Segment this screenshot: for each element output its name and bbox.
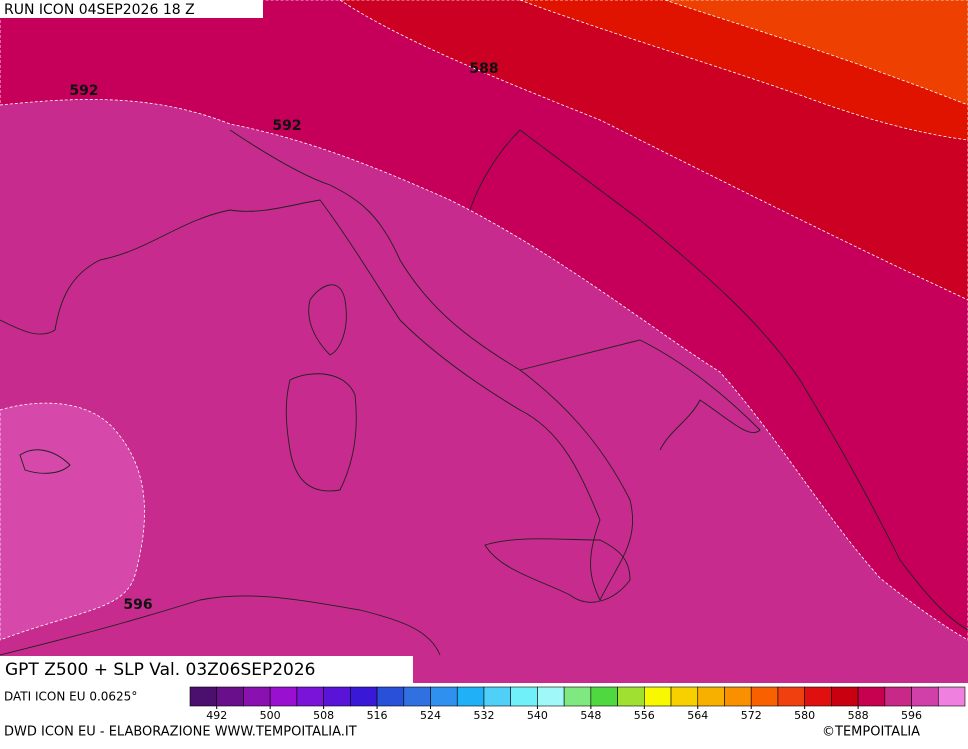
colorbar-tick-label: 548 xyxy=(580,709,601,722)
colorbar-swatch xyxy=(483,686,511,707)
colorbar-swatch xyxy=(510,686,538,707)
colorbar-swatch xyxy=(563,686,592,707)
colorbar-tick-label: 564 xyxy=(687,709,708,722)
colorbar-swatch xyxy=(670,686,699,707)
colorbar-swatch xyxy=(750,686,779,707)
colorbar-tick-label: 596 xyxy=(901,709,922,722)
colorbar-tick-label: 500 xyxy=(260,709,281,722)
colorbar-tick-label: 524 xyxy=(420,709,441,722)
credit: DWD ICON EU - ELABORAZIONE WWW.TEMPOITAL… xyxy=(4,725,357,740)
colorbar-swatch xyxy=(857,686,886,707)
contour-label: 592 xyxy=(272,118,301,134)
colorbar-swatch xyxy=(804,686,832,707)
colorbar-swatch xyxy=(911,686,939,707)
colorbar: 492 500 508 516 524 532 540 548 556 564 572 580 588 5… xyxy=(189,686,966,722)
colorbar-swatch xyxy=(430,686,458,707)
colorbar-swatch xyxy=(537,686,565,707)
colorbar-swatch xyxy=(296,686,324,707)
colorbar-swatch xyxy=(937,686,966,707)
data-source: DATI ICON EU 0.0625° xyxy=(4,690,137,704)
colorbar-swatch xyxy=(617,686,645,707)
header-box xyxy=(0,0,263,18)
run-label: RUN ICON 04SEP2026 18 Z xyxy=(4,2,195,18)
contour-label: 592 xyxy=(69,83,98,99)
colorbar-swatch xyxy=(243,686,271,707)
copyright: ©TEMPOITALIA xyxy=(822,725,920,740)
map-title: GPT Z500 + SLP Val. 03Z06SEP2026 xyxy=(5,660,316,680)
colorbar-tick-label: 572 xyxy=(741,709,762,722)
colorbar-tick-label: 580 xyxy=(794,709,815,722)
colorbar-swatch xyxy=(724,686,752,707)
colorbar-swatch xyxy=(323,686,351,707)
colorbar-swatch xyxy=(697,686,725,707)
colorbar-tick-label: 556 xyxy=(634,709,655,722)
colorbar-tick-label: 516 xyxy=(367,709,388,722)
colorbar-swatch xyxy=(376,686,405,707)
map: 588 592 592 596 xyxy=(0,0,968,683)
colorbar-swatch xyxy=(884,686,912,707)
coastlines xyxy=(0,129,968,656)
colorbar-tick-label: 508 xyxy=(313,709,334,722)
contour-label: 588 xyxy=(469,61,498,77)
colorbar-swatch xyxy=(831,686,859,707)
colorbar-tick-label: 532 xyxy=(473,709,494,722)
colorbar-swatch xyxy=(350,686,378,707)
colorbar-tick-label: 540 xyxy=(527,709,548,722)
colorbar-swatch xyxy=(456,686,485,707)
colorbar-tick-label: 492 xyxy=(206,709,227,722)
colorbar-swatch xyxy=(269,686,298,707)
band-580 xyxy=(664,0,968,106)
colorbar-swatch xyxy=(777,686,805,707)
colorbar-swatch xyxy=(403,686,431,707)
title-box xyxy=(0,656,413,684)
colorbar-swatch xyxy=(644,686,672,707)
colorbar-swatch xyxy=(216,686,244,707)
band-596 xyxy=(0,402,145,641)
colorbar-tick-label: 588 xyxy=(848,709,869,722)
colorbar-swatch xyxy=(590,686,618,707)
contour-label: 596 xyxy=(123,597,152,613)
colorbar-swatch xyxy=(189,686,218,707)
